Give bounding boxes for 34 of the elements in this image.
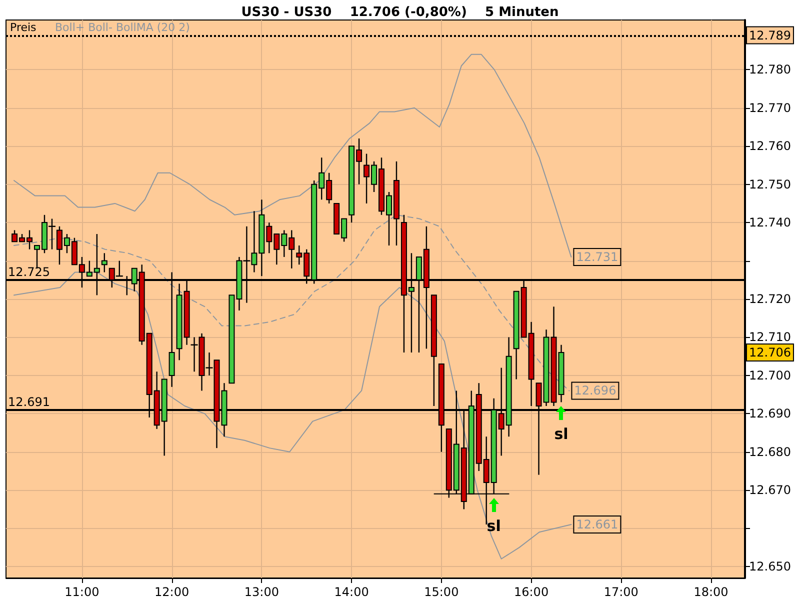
line-series (14, 54, 572, 258)
candlestick (101, 252, 108, 273)
y-tick-label: 12.740 (749, 216, 791, 230)
x-tick-label: 14:00 (334, 585, 369, 599)
y-tick-label: 12.760 (749, 139, 791, 154)
y-tick-label: 12.710 (749, 330, 791, 344)
annotation: Preis (10, 21, 37, 34)
ref-line-label: 12.789 (749, 28, 791, 42)
annotation: sl (554, 425, 568, 444)
ref-line-label: 12.691 (8, 394, 50, 409)
ref-line-label: 12.725 (8, 264, 50, 279)
y-tick-label: 12.750 (749, 177, 791, 192)
y-tick-label: 12.670 (749, 483, 791, 498)
data-label: 12.661 (576, 517, 618, 532)
annotation: sl (486, 516, 501, 535)
y-tick-label: 12.650 (749, 560, 791, 574)
x-tick-label: 17:00 (604, 585, 638, 599)
data-label: 12.731 (576, 250, 618, 264)
x-tick-label: 13:00 (244, 585, 279, 599)
x-tick-label: 18:00 (694, 585, 728, 599)
annotation: Boll+ Boll- BollMA (20 2) (55, 21, 190, 34)
y-tick-label: 12.680 (749, 444, 791, 459)
x-tick-label: 15:00 (424, 585, 459, 599)
data-label: 12.696 (574, 384, 616, 398)
x-tick-label: 11:00 (64, 585, 100, 599)
x-tick-label: 12:00 (154, 585, 190, 599)
y-tick-label: 12.780 (749, 62, 791, 77)
y-tick-label: 12.700 (749, 368, 791, 382)
y-tick-label: 12.770 (749, 100, 791, 115)
text: 12.706 (749, 346, 791, 360)
x-tick-label: 16:00 (514, 585, 549, 599)
chart-title: US30 - US30 12.706 (-0,80%) 5 Minuten (241, 5, 559, 20)
y-tick-label: 12.690 (749, 406, 791, 421)
y-tick-label: 12.720 (749, 292, 791, 306)
